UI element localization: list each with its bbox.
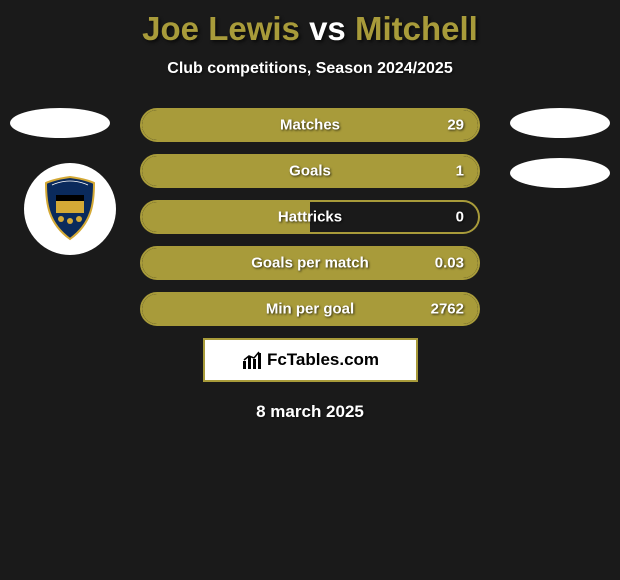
stat-label: Goals per match	[251, 255, 369, 272]
stat-value: 2762	[431, 301, 464, 318]
placeholder-icon	[510, 158, 610, 188]
brand-box[interactable]: FcTables.com	[203, 338, 418, 382]
stat-label: Hattricks	[278, 209, 342, 226]
stat-value: 0.03	[435, 255, 464, 272]
stat-value: 1	[456, 163, 464, 180]
chart-icon	[241, 349, 263, 371]
stat-row: Matches 29	[140, 108, 480, 142]
stat-value: 0	[456, 209, 464, 226]
comparison-title: Joe Lewis vs Mitchell	[0, 0, 620, 48]
crest-graphic	[34, 173, 106, 245]
brand-text: FcTables.com	[267, 350, 379, 370]
subtitle: Club competitions, Season 2024/2025	[0, 60, 620, 78]
stat-label: Goals	[289, 163, 331, 180]
stat-value: 29	[447, 117, 464, 134]
stat-row: Min per goal 2762	[140, 292, 480, 326]
content-area: Matches 29 Goals 1 Hattricks 0 Goals per…	[0, 108, 620, 422]
stat-row: Hattricks 0	[140, 200, 480, 234]
player2-name: Mitchell	[355, 10, 478, 47]
stat-row: Goals 1	[140, 154, 480, 188]
date-label: 8 march 2025	[0, 402, 620, 422]
vs-separator: vs	[309, 10, 346, 47]
placeholder-icon	[510, 108, 610, 138]
stats-list: Matches 29 Goals 1 Hattricks 0 Goals per…	[140, 108, 480, 326]
player1-name: Joe Lewis	[142, 10, 300, 47]
placeholder-icon	[10, 108, 110, 138]
stat-row: Goals per match 0.03	[140, 246, 480, 280]
stat-label: Min per goal	[266, 301, 354, 318]
stat-label: Matches	[280, 117, 340, 134]
club-crest	[24, 163, 116, 255]
